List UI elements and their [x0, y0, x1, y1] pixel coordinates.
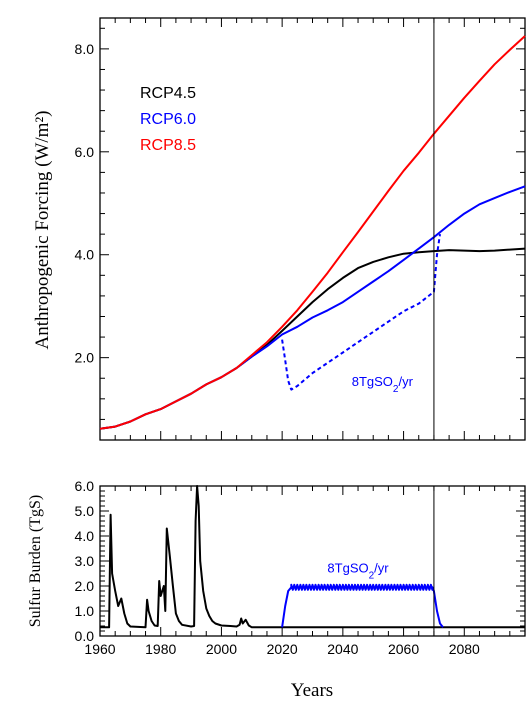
top-series-0	[99, 247, 526, 430]
top-ylabel: Anthropogenic Forcing (W/m²)	[32, 111, 53, 350]
ytick-label: 4.0	[75, 247, 95, 263]
xtick-label: 1960	[84, 641, 115, 657]
ytick-label: 2.0	[75, 578, 95, 594]
ytick-label: 1.0	[75, 603, 95, 619]
bottom-series-0	[100, 485, 525, 629]
ytick-label: 6.0	[75, 144, 95, 160]
bottom-panel-ticks: 1960 1980 2000 2020 2040 2060 2080 0.0 1.0 2.0 3.0…	[75, 478, 525, 657]
ytick-label: 5.0	[75, 503, 95, 519]
xtick-label: 2040	[327, 641, 358, 657]
top-series-3	[281, 233, 441, 391]
top-panel-frame	[99, 17, 526, 441]
legend: RCP4.5 RCP6.0 RCP8.5	[140, 85, 196, 154]
legend-rcp60: RCP6.0	[140, 111, 196, 128]
ytick-label: 4.0	[75, 528, 95, 544]
top-panel: 2.0 4.0 6.0 8.0 Anthropogenic Forcing (W/m²…	[32, 17, 526, 441]
top-annotation: 8TgSO2/yr	[352, 374, 414, 395]
ytick-label: 6.0	[75, 478, 95, 494]
top-series-1	[99, 185, 526, 430]
xtick-label: 2000	[206, 641, 237, 657]
ytick-label: 3.0	[75, 553, 95, 569]
xtick-label: 2020	[267, 641, 298, 657]
bottom-series-1	[281, 583, 444, 628]
xtick-label: 2080	[449, 641, 480, 657]
legend-rcp85: RCP8.5	[140, 137, 196, 154]
ytick-label: 8.0	[75, 41, 95, 57]
legend-rcp45: RCP4.5	[140, 85, 196, 102]
xtick-label: 2060	[388, 641, 419, 657]
bottom-xlabel: Years	[291, 680, 333, 701]
top-series-2	[99, 35, 526, 430]
bottom-panel-frame	[99, 485, 526, 637]
top-panel-series	[99, 35, 526, 430]
bottom-panel-series	[100, 485, 525, 629]
bottom-annotation: 8TgSO2/yr	[327, 560, 389, 581]
xtick-label: 1980	[145, 641, 176, 657]
top-panel-ticks: 2.0 4.0 6.0 8.0	[75, 18, 525, 441]
ytick-label: 0.0	[75, 628, 95, 644]
bottom-ylabel: Sulfur Burden (TgS)	[27, 495, 44, 627]
ytick-label: 2.0	[75, 350, 95, 366]
bottom-panel: 1960 1980 2000 2020 2040 2060 2080 0.0 1.0 2.0 3.0…	[27, 478, 526, 701]
